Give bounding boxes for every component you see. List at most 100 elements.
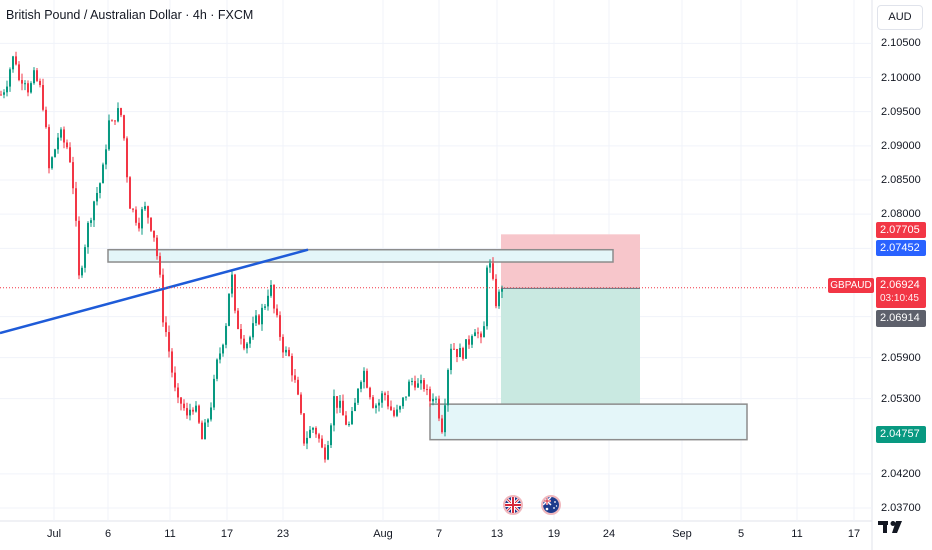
candle-body xyxy=(192,409,194,412)
price-tick-label: 2.04200 xyxy=(881,467,921,480)
candle-body xyxy=(213,378,215,408)
bar-countdown: 03:10:45 xyxy=(880,293,919,304)
candle-body xyxy=(291,356,293,376)
candle-body xyxy=(324,447,326,460)
candle-body xyxy=(477,332,479,334)
candle-body xyxy=(12,56,14,70)
candle-body xyxy=(48,127,50,169)
candle-body xyxy=(429,389,431,402)
candle-body xyxy=(423,380,425,390)
candle-body xyxy=(306,437,308,444)
candle-body xyxy=(222,344,224,354)
candle-body xyxy=(111,120,113,122)
candle-body xyxy=(321,438,323,448)
candle-body xyxy=(132,208,134,210)
candle-body xyxy=(120,108,122,116)
candle-body xyxy=(114,120,116,122)
candle-body xyxy=(237,310,239,330)
tradingview-logo-graphic xyxy=(878,521,902,533)
candle-body xyxy=(360,382,362,389)
candle-body xyxy=(165,322,167,333)
candle-body xyxy=(177,387,179,398)
uk-flag-graphic xyxy=(505,497,521,513)
candle-body xyxy=(492,263,494,279)
candle-body xyxy=(501,287,503,292)
candle-body xyxy=(285,349,287,353)
candle-body xyxy=(9,69,11,87)
candle-body xyxy=(27,83,29,93)
supply-zone xyxy=(107,248,614,263)
candle-body xyxy=(390,406,392,411)
candle-body xyxy=(474,332,476,337)
candle-body xyxy=(252,323,254,338)
candle-body xyxy=(204,422,206,440)
candle-body xyxy=(57,137,59,150)
candle-body xyxy=(183,403,185,409)
candle-body xyxy=(363,370,365,383)
candle-body xyxy=(267,295,269,307)
tradingview-logo-icon[interactable] xyxy=(878,519,908,535)
currency-unit-button[interactable]: AUD xyxy=(877,5,923,30)
candle-body xyxy=(84,247,86,268)
candle-body xyxy=(270,284,272,296)
candle-body xyxy=(489,263,491,268)
price-tick-label: 2.03700 xyxy=(881,502,921,514)
candle-body xyxy=(426,389,428,391)
candle-body xyxy=(498,291,500,307)
uk-flag-icon[interactable] xyxy=(503,495,523,515)
candle-body xyxy=(159,256,161,275)
demand-zone xyxy=(429,403,748,441)
candle-body xyxy=(198,405,200,423)
symbol-tag: GBPAUD xyxy=(828,278,874,293)
candle-body xyxy=(459,348,461,358)
candle-body xyxy=(174,372,176,388)
chart-title: British Pound / Australian Dollar · 4h ·… xyxy=(6,8,254,22)
level-a-price-label: 2.07452 xyxy=(876,240,926,256)
entry-price-label: 2.06914 xyxy=(876,310,926,327)
candle-body xyxy=(24,83,26,85)
price-tick-label: 2.08000 xyxy=(881,208,921,221)
time-tick-label: 17 xyxy=(220,528,234,540)
candle-body xyxy=(264,306,266,308)
candle-body xyxy=(351,411,353,425)
candle-body xyxy=(453,348,455,350)
candle-body xyxy=(411,380,413,382)
candle-body xyxy=(105,149,107,165)
time-tick-label: 19 xyxy=(547,528,561,540)
australia-flag-graphic xyxy=(543,497,559,513)
candle-body xyxy=(366,370,368,388)
candle-body xyxy=(441,418,443,433)
candle-body xyxy=(234,274,236,311)
candle-body xyxy=(378,402,380,406)
candle-body xyxy=(387,395,389,407)
candle-body xyxy=(96,192,98,202)
candle-body xyxy=(444,405,446,433)
candle-body xyxy=(87,222,89,248)
candle-body xyxy=(468,339,470,345)
candle-body xyxy=(294,375,296,380)
candle-body xyxy=(18,64,20,81)
price-tick-label: 2.09500 xyxy=(881,105,921,118)
stop-price-label: 2.07705 xyxy=(876,222,926,238)
candle-body xyxy=(420,380,422,384)
candle-body xyxy=(219,353,221,360)
candle-body xyxy=(315,427,317,435)
time-tick-label: 5 xyxy=(737,528,745,540)
time-tick-label: 23 xyxy=(276,528,290,540)
candle-body xyxy=(465,339,467,359)
candle-body xyxy=(486,267,488,327)
candle-body xyxy=(312,427,314,430)
candle-body xyxy=(417,383,419,388)
candle-body xyxy=(318,434,320,439)
candle-body xyxy=(345,415,347,425)
candle-body xyxy=(336,396,338,408)
candle-body xyxy=(339,400,341,408)
candle-body xyxy=(15,56,17,65)
candle-body xyxy=(126,138,128,178)
australia-flag-icon[interactable] xyxy=(541,495,561,515)
candle-body xyxy=(81,267,83,276)
candle-body xyxy=(243,338,245,349)
candle-body xyxy=(432,398,434,402)
